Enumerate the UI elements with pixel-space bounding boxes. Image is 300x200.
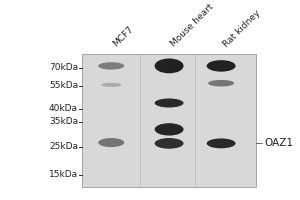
Ellipse shape xyxy=(98,62,124,70)
Ellipse shape xyxy=(154,123,184,136)
Ellipse shape xyxy=(154,98,184,108)
Ellipse shape xyxy=(98,138,124,147)
Bar xyxy=(82,54,256,187)
Text: 40kDa: 40kDa xyxy=(49,104,78,113)
Text: 15kDa: 15kDa xyxy=(49,170,78,179)
Ellipse shape xyxy=(208,80,234,87)
Ellipse shape xyxy=(207,60,236,72)
Ellipse shape xyxy=(101,83,122,87)
Text: 70kDa: 70kDa xyxy=(49,63,78,72)
Text: 25kDa: 25kDa xyxy=(49,142,78,151)
Ellipse shape xyxy=(154,58,184,73)
Text: Mouse heart: Mouse heart xyxy=(169,2,215,49)
Ellipse shape xyxy=(154,138,184,149)
Text: 35kDa: 35kDa xyxy=(49,117,78,126)
Text: Rat kidney: Rat kidney xyxy=(221,8,262,49)
Ellipse shape xyxy=(207,138,236,148)
Text: OAZ1: OAZ1 xyxy=(265,138,293,148)
Text: MCF7: MCF7 xyxy=(111,25,135,49)
Text: 55kDa: 55kDa xyxy=(49,81,78,90)
